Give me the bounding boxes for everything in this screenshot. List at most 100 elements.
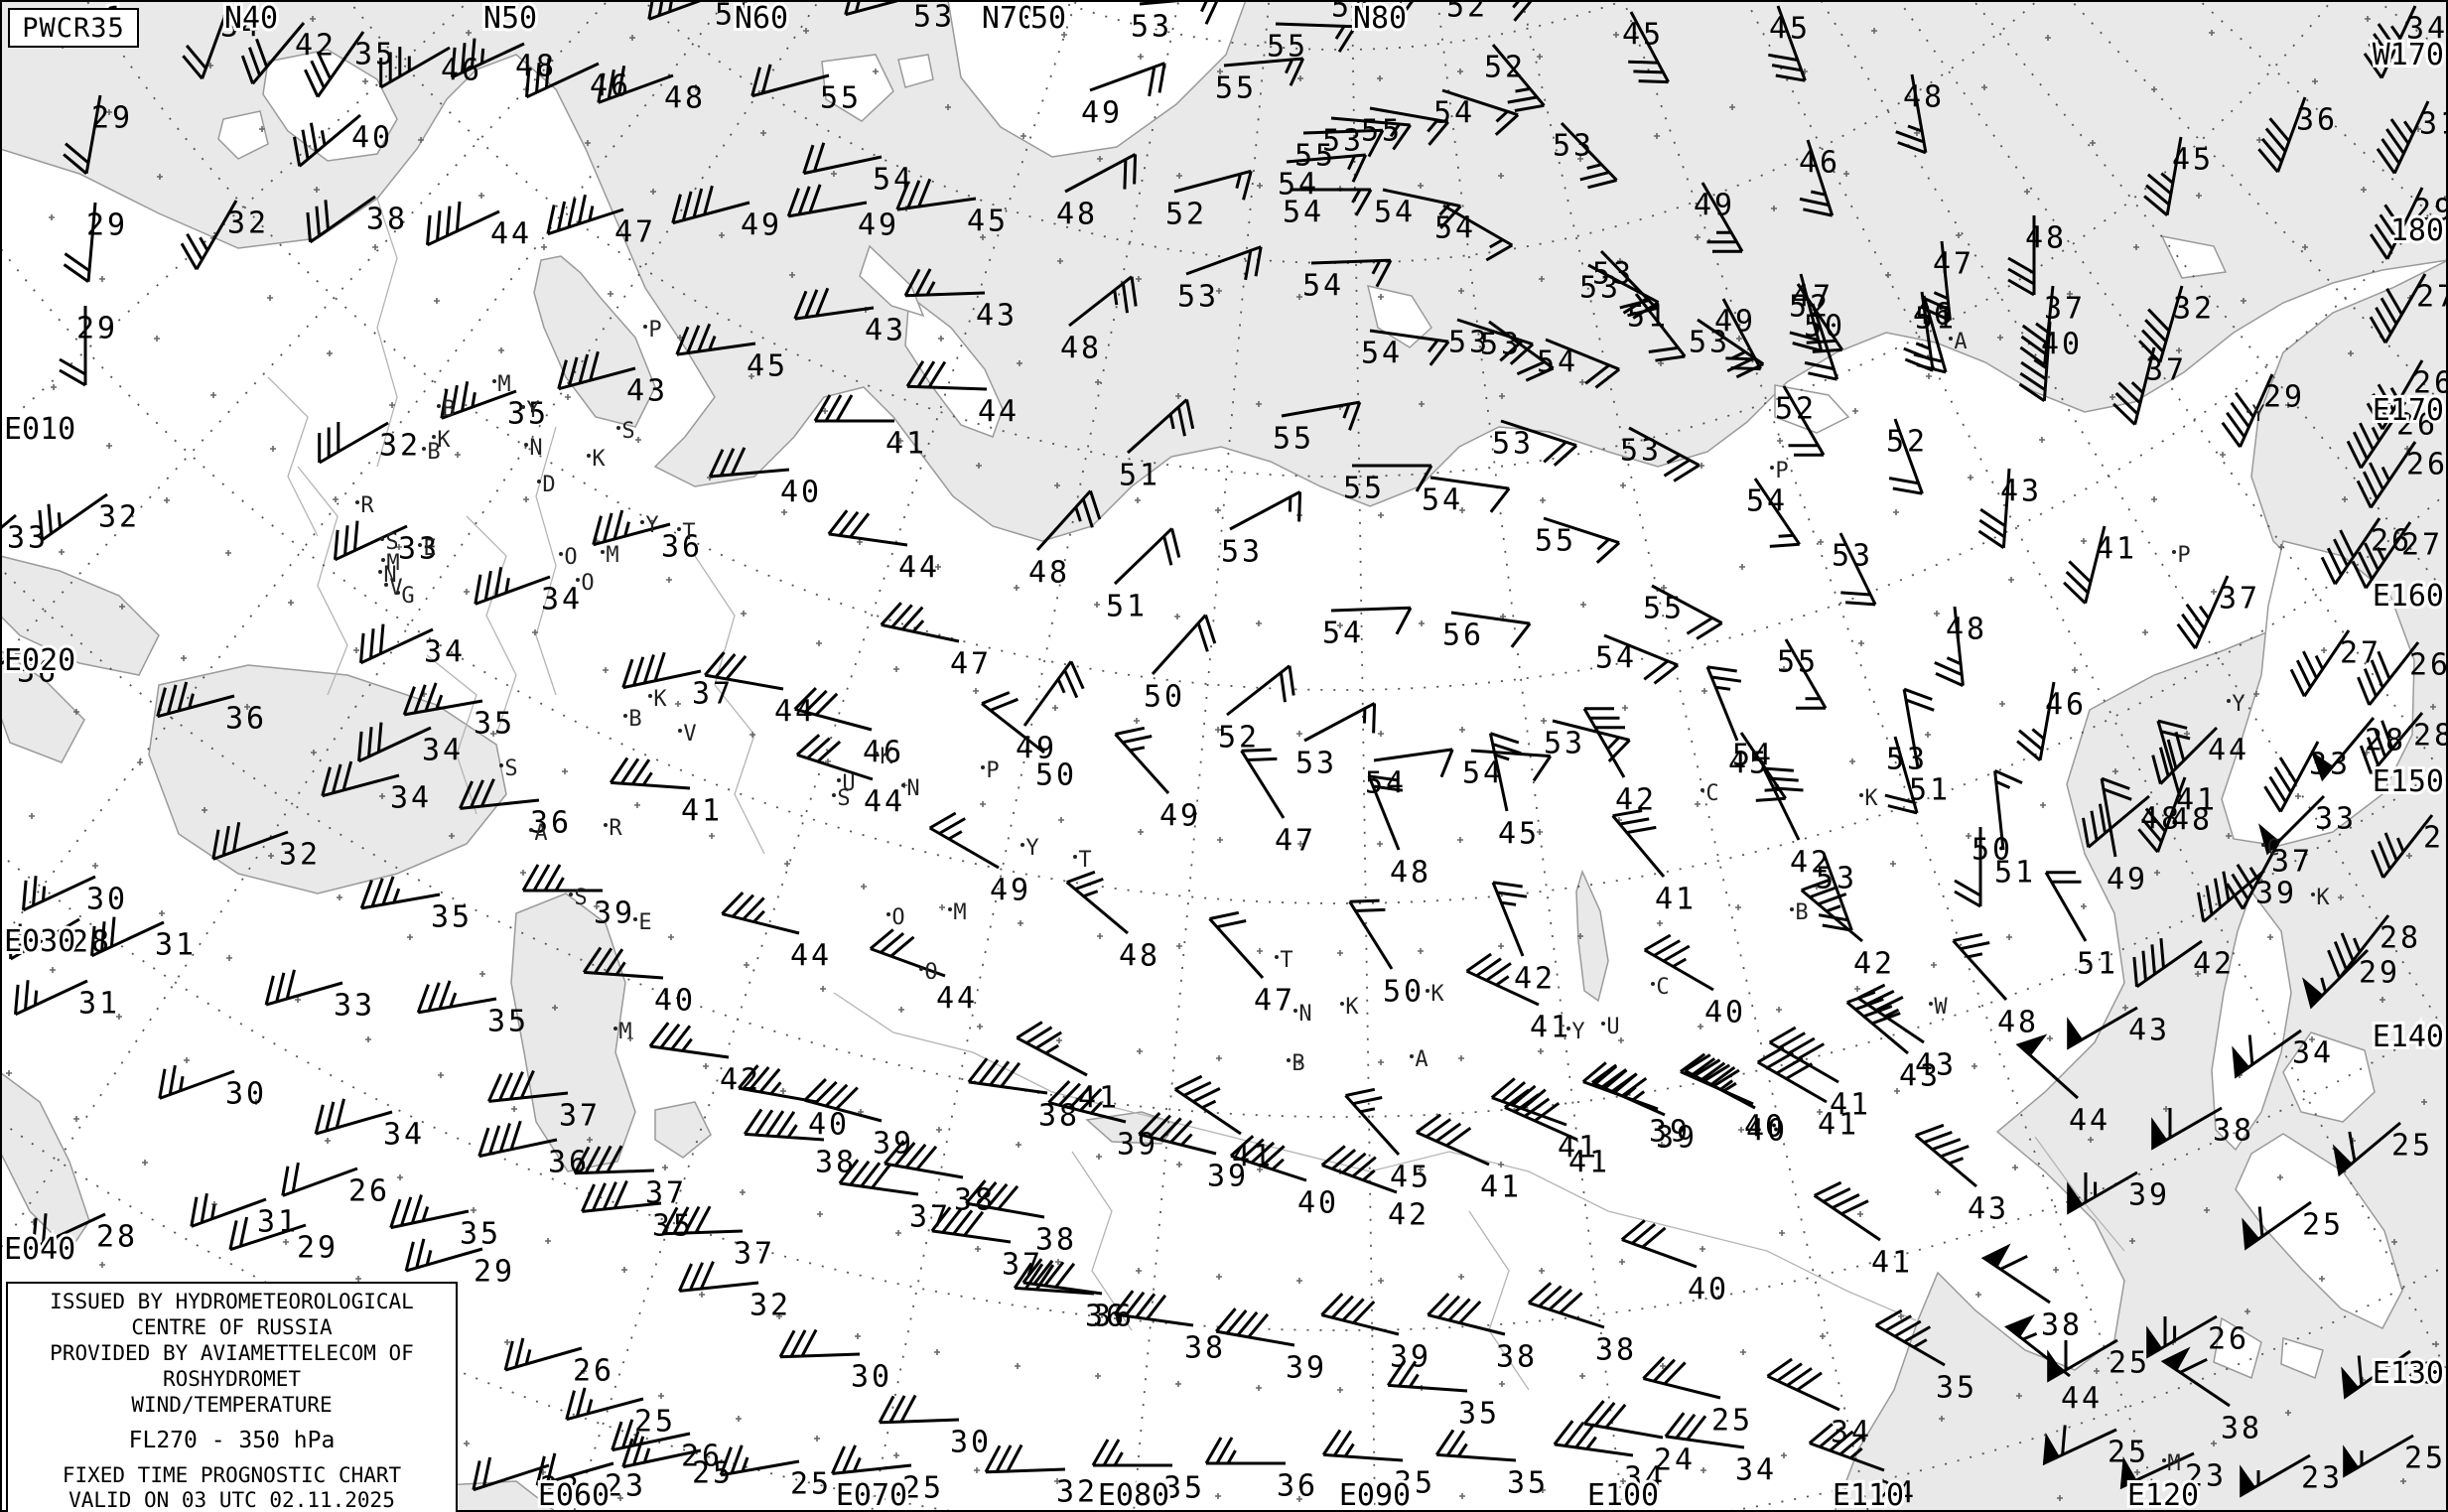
edge-label-top: 50 xyxy=(1030,1,1066,36)
wind-station: 45 xyxy=(1488,732,1537,852)
wind-barb-icon xyxy=(1320,1293,1400,1336)
temp-value: 33 xyxy=(398,532,440,567)
temp-value: 27 xyxy=(2416,280,2448,315)
wind-station: 51 xyxy=(647,0,753,33)
temp-value: 35 xyxy=(1507,1466,1549,1501)
wind-station: 32 xyxy=(38,492,137,542)
temp-value: 25 xyxy=(2108,1346,2150,1381)
wind-station: 39 xyxy=(1138,1112,1246,1194)
wind-barb-icon xyxy=(22,875,96,912)
temp-value: 34 xyxy=(220,10,262,45)
wind-barb-icon xyxy=(477,1120,558,1159)
wind-station: 48 xyxy=(1056,153,1138,232)
wind-barb-icon xyxy=(1884,736,1919,815)
wind-barb-icon xyxy=(2258,794,2326,856)
wind-station: 53 xyxy=(844,0,952,35)
wind-barb-icon xyxy=(1952,932,2008,1002)
temp-value: 36 xyxy=(530,806,572,841)
wind-station: 53 xyxy=(1592,249,1658,318)
chart-id: PWCR35 xyxy=(22,12,125,44)
temp-value: 44 xyxy=(978,395,1020,430)
temp-value: 55 xyxy=(1361,114,1403,149)
temp-value: 26 xyxy=(2406,448,2448,482)
wind-barb-icon xyxy=(1934,606,1965,687)
temp-value: 38 xyxy=(366,203,408,237)
wind-station: 26 xyxy=(503,1337,612,1389)
wind-barb-icon xyxy=(1223,57,1305,86)
wind-barb-icon xyxy=(2042,1425,2117,1466)
wind-barb-icon xyxy=(838,1159,919,1196)
temp-value: 32 xyxy=(379,429,421,464)
wind-station: 46 xyxy=(2016,681,2084,761)
wind-barb-icon xyxy=(1047,1080,1127,1124)
wind-station: 48 xyxy=(2156,719,2210,838)
wind-barb-icon xyxy=(1344,1087,1401,1157)
temp-value: 33 xyxy=(7,521,49,556)
wind-station: 51 xyxy=(1627,293,1687,362)
wind-station: 38 xyxy=(967,1057,1077,1134)
wind-station: 48 xyxy=(1934,606,1984,687)
temp-value: 40 xyxy=(1746,1114,1788,1149)
wind-station: 42 xyxy=(1800,878,1892,982)
temp-value: 53 xyxy=(1221,535,1263,570)
wind-barb-icon xyxy=(1954,827,1982,908)
wind-barb-icon xyxy=(2369,273,2427,344)
wind-station: 28 xyxy=(9,917,109,961)
wind-station: 44 xyxy=(2015,1033,2108,1139)
wind-barb-icon xyxy=(1367,774,1404,851)
wind-station: 54 xyxy=(1278,153,1368,203)
wind-barb-icon xyxy=(1768,5,1807,82)
city-letter: K xyxy=(1864,786,1878,811)
wind-station: 56 xyxy=(1442,611,1532,653)
wind-barb-icon xyxy=(1813,1180,1881,1242)
wind-station: 48 xyxy=(597,66,703,116)
city-letter: M xyxy=(497,372,510,397)
wind-station: 29 xyxy=(404,1238,512,1290)
wind-barb-icon xyxy=(1643,933,1714,992)
temp-value: 41 xyxy=(1558,1131,1599,1166)
wind-station: 41 xyxy=(1756,1045,1856,1143)
temp-value: 56 xyxy=(1442,619,1484,653)
temp-value: 54 xyxy=(1322,617,1364,651)
wind-barb-icon xyxy=(895,178,977,211)
wind-station: 53 xyxy=(1322,116,1412,159)
wind-barb-icon xyxy=(2376,100,2430,175)
temp-value: 23 xyxy=(605,1469,646,1504)
wind-barb-icon xyxy=(647,0,707,21)
wind-barb-icon xyxy=(648,1022,730,1059)
wind-barb-icon xyxy=(878,1394,960,1425)
wind-station: 23 xyxy=(472,1456,579,1506)
wind-barb-icon xyxy=(1697,318,1765,379)
temp-value: 31 xyxy=(78,987,120,1022)
wind-barb-icon xyxy=(609,756,691,790)
wind-station: 45 xyxy=(675,323,785,384)
wind-barb-icon xyxy=(967,1057,1048,1095)
temp-value: 45 xyxy=(2172,143,2214,178)
wind-station: 42 xyxy=(240,22,334,85)
wind-station: 38 xyxy=(1427,1293,1535,1375)
wind-barb-icon xyxy=(1320,1145,1398,1194)
temp-value: 40 xyxy=(808,1108,850,1143)
wind-barb-icon xyxy=(190,1192,267,1228)
wind-barb-icon xyxy=(158,1064,235,1100)
wind-barb-icon xyxy=(1491,44,1546,112)
wind-station: 44 xyxy=(426,201,529,252)
wind-station: 53 xyxy=(1295,702,1377,781)
temp-value: 44 xyxy=(898,551,940,586)
wind-station: 48 xyxy=(1065,870,1157,974)
wind-barb-icon xyxy=(426,201,500,247)
wind-barb-icon xyxy=(1138,1112,1217,1156)
city-letter: B xyxy=(427,440,440,465)
city-letter: O xyxy=(891,905,904,930)
wind-barb-icon xyxy=(1768,1026,1839,1084)
wind-station: 26 xyxy=(2346,401,2435,470)
wind-station: 35 xyxy=(304,31,393,98)
wind-station: 40 xyxy=(1229,1135,1336,1221)
city-letter: E xyxy=(423,536,436,561)
wind-barb-icon xyxy=(1416,1113,1490,1167)
wind-station: 50 xyxy=(981,691,1074,793)
edge-label-left: E030 xyxy=(4,924,75,959)
wind-barb-icon xyxy=(2067,1006,2138,1050)
wind-barb-icon xyxy=(1016,1021,1088,1077)
